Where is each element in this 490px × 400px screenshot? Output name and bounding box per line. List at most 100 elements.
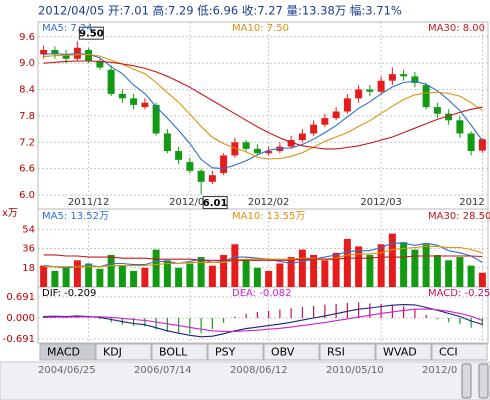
candle-body <box>298 133 306 141</box>
macd-panel <box>37 286 489 344</box>
legend-entry: MA30: 8.00 <box>428 23 485 34</box>
candle-body <box>355 89 363 99</box>
candle-body <box>152 104 160 134</box>
candle-body <box>40 49 48 55</box>
candle-body <box>253 148 261 154</box>
indicator-tab[interactable] <box>207 343 264 361</box>
candle-body <box>62 54 70 59</box>
candle-body <box>163 133 171 152</box>
volume-bar <box>377 244 385 287</box>
y-tick-label: -0.691 <box>3 334 35 345</box>
candle-body <box>310 124 318 134</box>
volume-bar <box>220 254 228 287</box>
legend-entry: MA5: 7.24 <box>42 23 93 34</box>
volume-bar <box>208 265 216 287</box>
volume-bar <box>163 260 171 287</box>
candle-body <box>96 60 104 68</box>
tab-label[interactable]: OBV <box>271 346 295 359</box>
candle-body <box>175 151 183 160</box>
volume-bar <box>85 263 93 287</box>
volume-bar <box>276 263 284 287</box>
volume-bar <box>400 242 408 287</box>
volume-bar <box>265 270 273 287</box>
candle-body <box>321 118 329 125</box>
volume-bar <box>310 254 318 287</box>
tab-label[interactable]: WVAD <box>383 346 417 359</box>
candle-body <box>366 89 374 92</box>
annotation-box <box>202 196 228 210</box>
y-tick-label: 36 <box>22 244 35 255</box>
candle-body <box>265 151 273 154</box>
y-tick-label: 0.691 <box>6 292 35 303</box>
volume-bar <box>107 254 115 287</box>
legend-entry: MA10: 13.55万 <box>232 211 305 222</box>
tab-label[interactable]: BOLL <box>159 346 188 359</box>
indicator-tab[interactable] <box>431 343 488 361</box>
indicator-tab[interactable] <box>319 343 376 361</box>
timeline-handle[interactable] <box>461 363 472 399</box>
candle-body <box>208 175 216 182</box>
volume-bar <box>40 265 48 287</box>
volume-bar <box>175 267 183 287</box>
volume-bar <box>366 254 374 287</box>
y-tick-label: 7.2 <box>19 137 35 148</box>
legend-entry: DEA: -0.082 <box>232 288 291 299</box>
volume-bar <box>422 244 430 287</box>
volume-bar <box>242 260 250 287</box>
candle-body <box>478 139 486 151</box>
y-tick-label: 54 <box>22 224 35 235</box>
indicator-tab[interactable] <box>39 343 96 361</box>
annotation-label: 9.50 <box>79 29 104 40</box>
candle-body <box>141 102 149 108</box>
legend-entry: DIF: -0.209 <box>42 288 96 299</box>
annotation-box <box>78 26 104 40</box>
volume-bar <box>231 244 239 287</box>
timeline-bar[interactable] <box>0 361 490 400</box>
y-tick-label: 18 <box>22 263 35 274</box>
candle-body <box>343 98 351 112</box>
tab-label[interactable]: PSY <box>215 346 236 359</box>
volume-bar <box>433 254 441 287</box>
candle-body <box>377 80 385 92</box>
legend-entry: MA5: 13.52万 <box>42 211 109 222</box>
chart-title: 2012/04/05 开:7.01 高:7.29 低:6.96 收:7.27 量… <box>38 4 402 18</box>
volume-bar <box>186 263 194 287</box>
volume-bar <box>118 265 126 287</box>
volume-bar <box>388 233 396 287</box>
y-tick-label: 8.4 <box>19 85 35 96</box>
ma-line <box>43 308 483 332</box>
candle-body <box>51 49 59 55</box>
candle-body <box>456 120 464 134</box>
ma-line <box>43 52 483 170</box>
ma-line <box>43 304 483 338</box>
annotation-label: 6.01 <box>203 198 228 209</box>
candle-body <box>411 76 419 83</box>
candle-body <box>85 49 93 61</box>
ma-line <box>43 254 483 261</box>
timeline-handle[interactable] <box>478 363 489 399</box>
ma-line <box>43 53 483 160</box>
indicator-tab[interactable] <box>263 343 320 361</box>
y-tick-label: 6.0 <box>19 190 35 201</box>
candle-body <box>332 111 340 119</box>
ma-line <box>43 245 483 268</box>
x-tick-label: 2012 <box>459 197 484 208</box>
candle-body <box>118 93 126 99</box>
timeline-label: 2006/07/14 <box>134 365 192 376</box>
volume-bar <box>321 260 329 287</box>
x-tick-label: 2012/02 <box>248 197 290 208</box>
tab-label[interactable]: CCI <box>439 346 458 359</box>
volume-bar <box>51 270 59 287</box>
candle-body <box>220 155 228 174</box>
indicator-tab[interactable] <box>95 343 152 361</box>
tab-label[interactable]: RSI <box>327 346 345 359</box>
volume-bar <box>197 257 205 287</box>
candle-body <box>287 140 295 147</box>
indicator-tab[interactable] <box>375 343 432 361</box>
tab-label[interactable]: MACD <box>47 346 80 359</box>
candle-body <box>422 85 430 108</box>
candle-body <box>197 170 205 182</box>
indicator-tab[interactable] <box>151 343 208 361</box>
tab-label[interactable]: KDJ <box>103 346 122 359</box>
